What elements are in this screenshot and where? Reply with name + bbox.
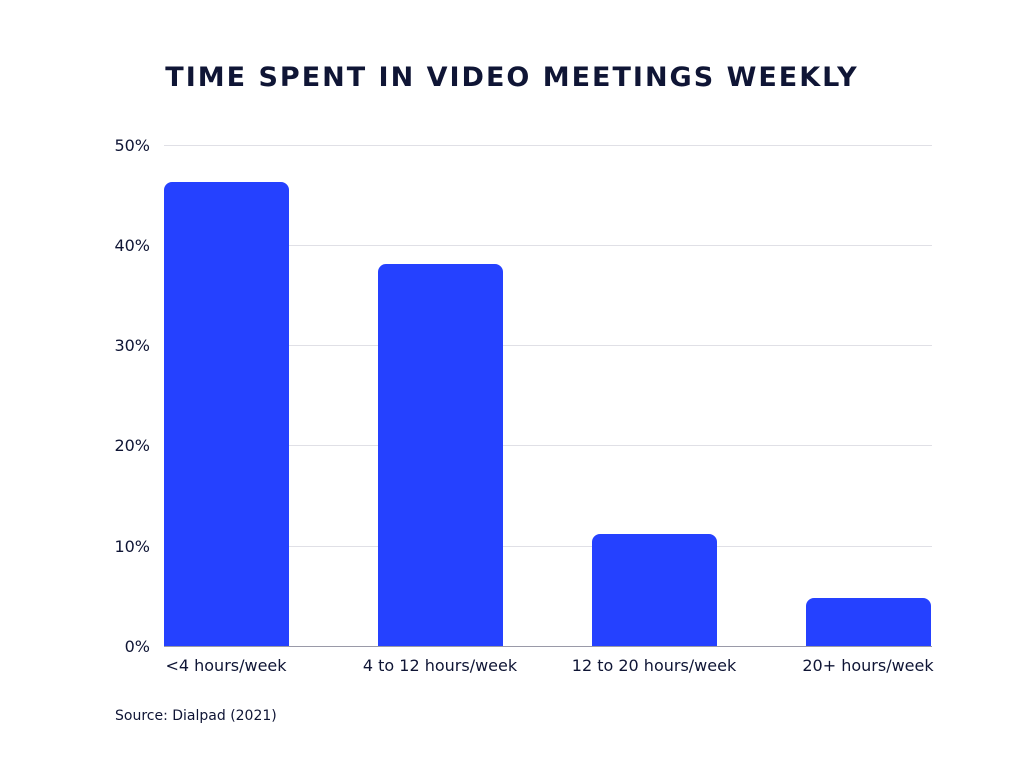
bar	[164, 182, 289, 646]
gridline	[164, 546, 932, 547]
bar	[806, 597, 931, 646]
y-tick-10: 10%	[114, 537, 150, 556]
y-tick-20: 20%	[114, 436, 150, 455]
gridline	[164, 245, 932, 246]
x-axis-line	[164, 646, 932, 647]
plot-area	[164, 145, 932, 647]
bar	[378, 264, 503, 646]
y-tick-40: 40%	[114, 236, 150, 255]
y-tick-30: 30%	[114, 336, 150, 355]
y-tick-0: 0%	[124, 637, 150, 656]
source-note: Source: Dialpad (2021)	[115, 708, 277, 724]
x-label: 12 to 20 hours/week	[571, 656, 737, 675]
gridline	[164, 445, 932, 446]
gridline	[164, 145, 932, 146]
x-label: 20+ hours/week	[802, 656, 934, 675]
x-label: 4 to 12 hours/week	[362, 656, 518, 675]
gridline	[164, 345, 932, 346]
y-tick-50: 50%	[114, 136, 150, 155]
chart-title: TIME SPENT IN VIDEO MEETINGS WEEKLY	[165, 62, 859, 93]
x-label: <4 hours/week	[165, 656, 287, 675]
bar	[592, 533, 717, 646]
